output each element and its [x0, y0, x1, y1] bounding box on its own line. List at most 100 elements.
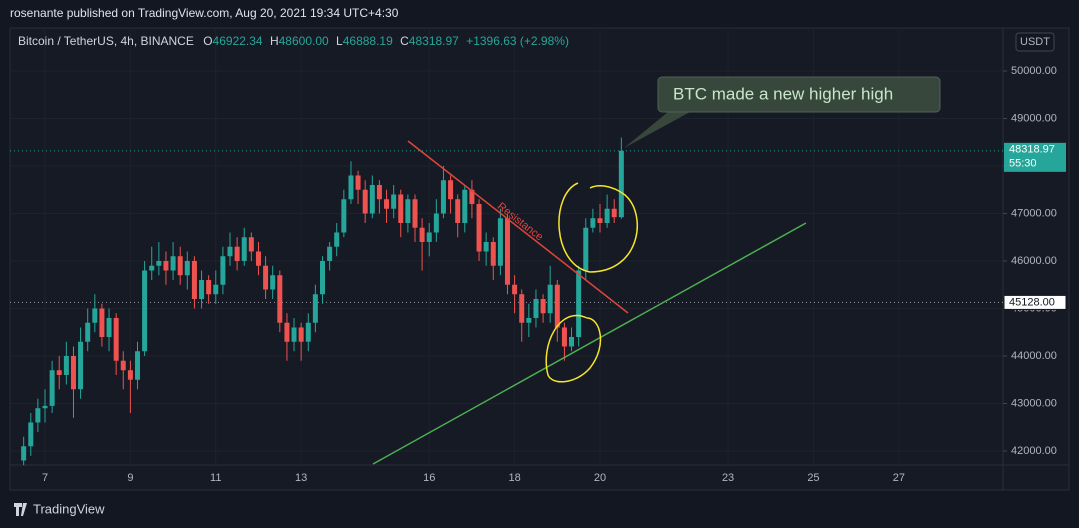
candle-body — [92, 308, 98, 323]
x-tick-label: 18 — [508, 472, 520, 484]
candle-body — [312, 294, 318, 323]
highlight-circle — [558, 182, 639, 273]
candle-body — [490, 241, 496, 266]
candle-body — [149, 265, 155, 271]
x-tick-label: 25 — [807, 472, 819, 484]
candle-body — [113, 317, 119, 361]
price-lines — [10, 150, 1003, 303]
candle-body — [561, 327, 567, 347]
candle-body — [70, 355, 76, 390]
legend-close: 48318.97 — [409, 34, 459, 48]
candle-body — [355, 175, 361, 190]
x-tick-label: 27 — [893, 472, 905, 484]
legend-c-label: C — [400, 34, 409, 48]
candle-body — [248, 237, 254, 252]
candle-body — [213, 284, 219, 295]
candle-body — [99, 308, 105, 337]
candle-body — [405, 199, 411, 223]
y-tick-label: 42000.00 — [1011, 445, 1057, 457]
candle-body — [35, 408, 41, 423]
candle-body — [526, 317, 532, 323]
price-label-box — [1003, 294, 1067, 310]
candle-body — [547, 284, 553, 314]
candle-body — [49, 370, 55, 406]
candle-body — [512, 284, 518, 295]
candle-body — [163, 260, 169, 271]
candle-body — [56, 370, 62, 375]
candle-body — [135, 351, 141, 380]
candle-body — [576, 270, 582, 337]
legend: Bitcoin / TetherUS, 4h, BINANCE O46922.3… — [18, 34, 569, 48]
candle-body — [440, 180, 446, 214]
annotation-text: BTC made a new higher high — [673, 84, 893, 103]
candle-body — [263, 265, 269, 290]
candle-body — [305, 322, 311, 342]
candle-body — [426, 232, 432, 242]
x-tick-label: 23 — [722, 472, 734, 484]
candle-body — [533, 298, 539, 318]
candle-body — [618, 150, 624, 218]
legend-o-label: O — [203, 34, 212, 48]
highlight-circle — [545, 314, 602, 383]
candle-body — [21, 446, 27, 461]
x-tick-label: 13 — [295, 472, 307, 484]
candle-body — [597, 218, 603, 223]
legend-high: 48600.00 — [279, 34, 329, 48]
last-price-box — [1004, 142, 1066, 172]
y-tick-label: 43000.00 — [1011, 397, 1057, 409]
x-tick-label: 20 — [594, 472, 606, 484]
y-tick-label: 44000.00 — [1011, 350, 1057, 362]
y-tick-label: 46000.00 — [1011, 255, 1057, 267]
x-tick-label: 11 — [210, 472, 221, 484]
candle-body — [476, 203, 482, 252]
candle-body — [220, 256, 226, 285]
candle-body — [298, 327, 304, 342]
legend-symbol: Bitcoin / TetherUS, 4h, BINANCE — [18, 34, 194, 48]
last-price-label: 48318.97 — [1009, 144, 1055, 156]
candle-body — [611, 208, 617, 218]
candle-body — [227, 246, 233, 257]
candle-body — [341, 199, 347, 233]
candle-body — [241, 237, 247, 261]
legend-low: 46888.19 — [343, 34, 393, 48]
candle-body — [384, 199, 390, 209]
candle-body — [483, 241, 489, 252]
footer: TradingView — [33, 501, 105, 516]
candle-body — [255, 251, 261, 266]
candle-body — [469, 189, 475, 204]
annotation-pointer — [624, 112, 690, 148]
x-tick-label: 7 — [42, 472, 48, 484]
candle-body — [234, 246, 240, 261]
annotation-box — [657, 76, 941, 113]
candle-body — [106, 317, 112, 337]
currency[interactable]: USDT — [1020, 36, 1050, 48]
legend-change: +1396.63 (+2.98%) — [466, 34, 569, 48]
candle-body — [590, 218, 596, 228]
y-tick-label: 47000.00 — [1011, 207, 1057, 219]
price-labels: 42000.0043000.0044000.0045000.0046000.00… — [42, 65, 1067, 484]
candle-body — [320, 260, 326, 295]
x-tick-label: 9 — [127, 472, 133, 484]
candle-body — [170, 256, 176, 271]
candle-body — [540, 298, 546, 314]
legend-open: 46922.34 — [213, 34, 263, 48]
candle-body — [604, 208, 610, 223]
candle-body — [398, 194, 404, 223]
candle-body — [348, 175, 354, 200]
candle-body — [504, 218, 510, 285]
candle-body — [156, 260, 162, 266]
candle-body — [270, 275, 276, 290]
candle-body — [142, 270, 148, 352]
currency-button[interactable] — [1015, 32, 1055, 52]
candle-body — [462, 189, 468, 223]
candle-body — [28, 422, 34, 447]
candle-body — [369, 184, 375, 214]
legend-l-label: L — [336, 34, 343, 48]
candle-body — [85, 322, 91, 342]
candle-body — [433, 213, 439, 233]
candle-body — [177, 256, 183, 276]
candle-body — [391, 194, 397, 209]
candle-body — [419, 227, 425, 242]
candle-body — [199, 279, 205, 299]
